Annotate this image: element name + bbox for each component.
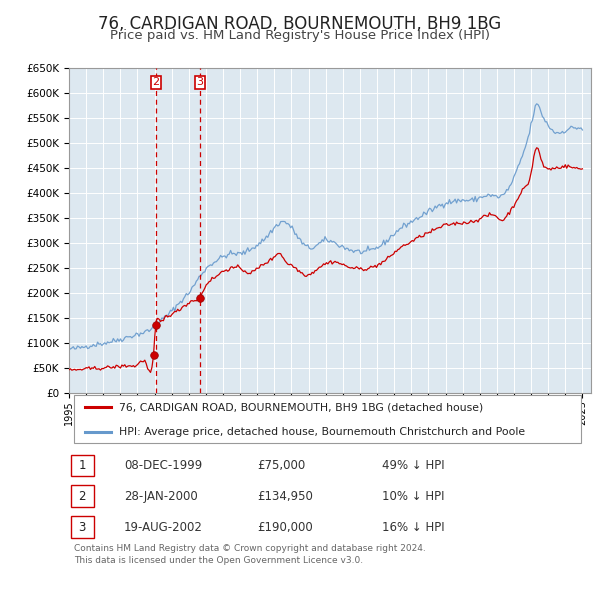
Text: 16% ↓ HPI: 16% ↓ HPI	[382, 521, 445, 534]
Text: 76, CARDIGAN ROAD, BOURNEMOUTH, BH9 1BG (detached house): 76, CARDIGAN ROAD, BOURNEMOUTH, BH9 1BG …	[119, 402, 483, 412]
FancyBboxPatch shape	[71, 486, 94, 507]
Text: 10% ↓ HPI: 10% ↓ HPI	[382, 490, 445, 503]
Text: 19-AUG-2002: 19-AUG-2002	[124, 521, 203, 534]
Text: 49% ↓ HPI: 49% ↓ HPI	[382, 459, 445, 472]
Text: 3: 3	[79, 521, 86, 534]
Text: 1: 1	[78, 459, 86, 472]
Text: £75,000: £75,000	[257, 459, 305, 472]
Text: £134,950: £134,950	[257, 490, 313, 503]
Text: 2: 2	[78, 490, 86, 503]
FancyBboxPatch shape	[71, 516, 94, 538]
Text: HPI: Average price, detached house, Bournemouth Christchurch and Poole: HPI: Average price, detached house, Bour…	[119, 427, 525, 437]
FancyBboxPatch shape	[71, 454, 94, 476]
Text: £190,000: £190,000	[257, 521, 313, 534]
Text: 3: 3	[196, 77, 203, 87]
FancyBboxPatch shape	[74, 395, 581, 443]
Text: Contains HM Land Registry data © Crown copyright and database right 2024.
This d: Contains HM Land Registry data © Crown c…	[74, 545, 426, 565]
Text: 76, CARDIGAN ROAD, BOURNEMOUTH, BH9 1BG: 76, CARDIGAN ROAD, BOURNEMOUTH, BH9 1BG	[98, 15, 502, 33]
Text: 08-DEC-1999: 08-DEC-1999	[124, 459, 202, 472]
Text: Price paid vs. HM Land Registry's House Price Index (HPI): Price paid vs. HM Land Registry's House …	[110, 30, 490, 42]
Text: 2: 2	[152, 77, 160, 87]
Text: 28-JAN-2000: 28-JAN-2000	[124, 490, 197, 503]
